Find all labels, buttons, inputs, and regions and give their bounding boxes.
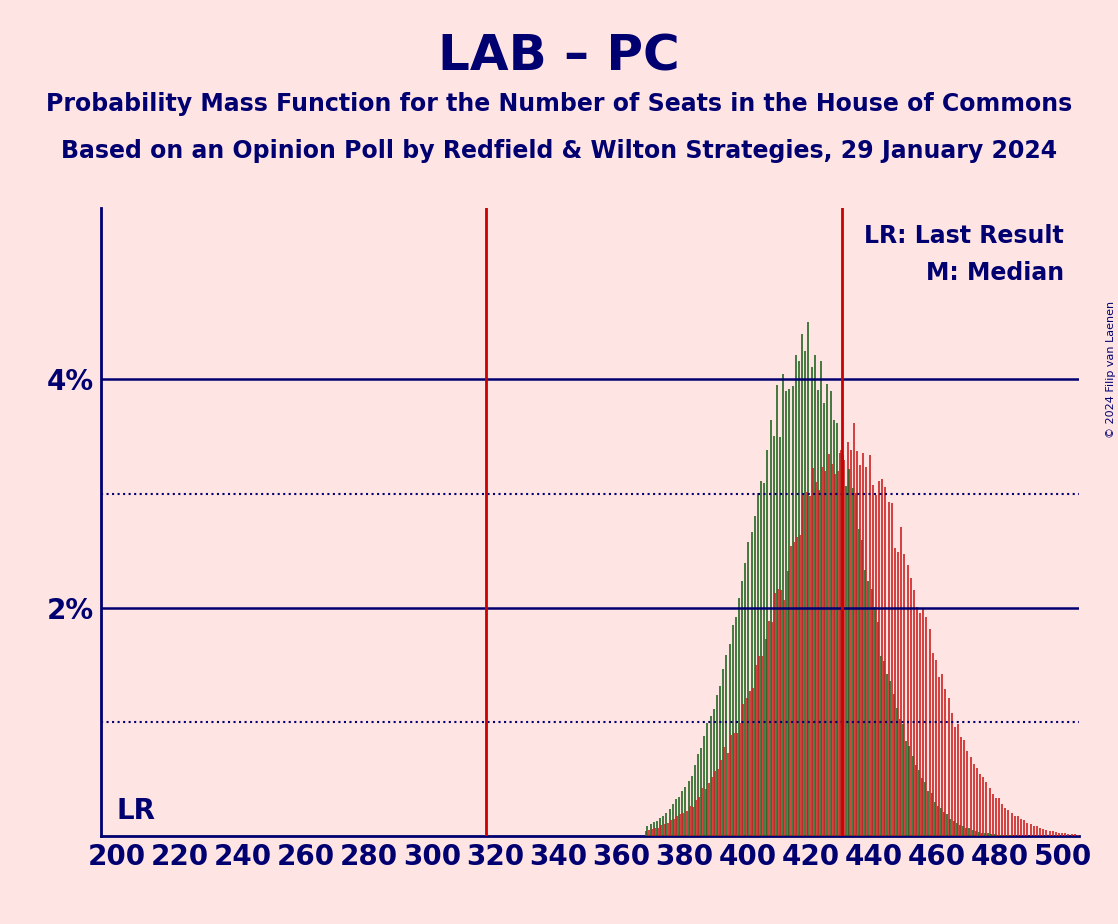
Text: LR: LR bbox=[116, 796, 155, 825]
Text: © 2024 Filip van Laenen: © 2024 Filip van Laenen bbox=[1106, 301, 1116, 438]
Text: LR: Last Result: LR: Last Result bbox=[864, 224, 1064, 248]
Text: LAB – PC: LAB – PC bbox=[438, 32, 680, 80]
Text: M: Median: M: Median bbox=[926, 261, 1064, 286]
Text: Probability Mass Function for the Number of Seats in the House of Commons: Probability Mass Function for the Number… bbox=[46, 92, 1072, 116]
Text: Based on an Opinion Poll by Redfield & Wilton Strategies, 29 January 2024: Based on an Opinion Poll by Redfield & W… bbox=[61, 139, 1057, 163]
